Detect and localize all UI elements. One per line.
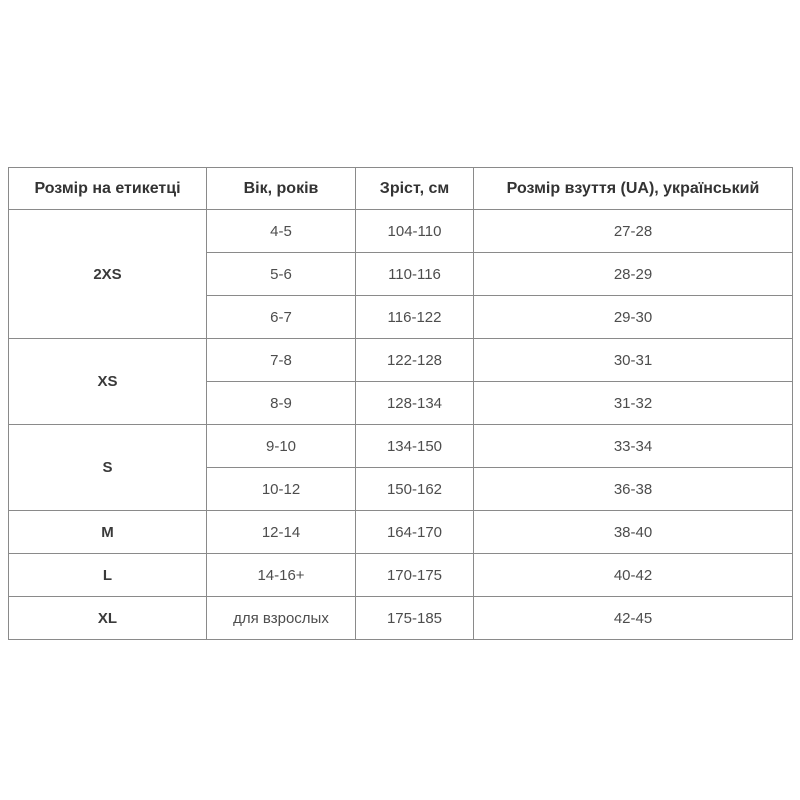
shoe-size-cell: 28-29 xyxy=(473,252,793,296)
shoe-size-cell: 29-30 xyxy=(473,295,793,339)
header-height-cm: Зріст, см xyxy=(355,167,474,210)
table-row: 6-7 116-122 29-30 xyxy=(9,295,793,339)
height-cell: 110-116 xyxy=(355,252,474,296)
height-cell: 134-150 xyxy=(355,424,474,468)
header-age-years: Вік, років xyxy=(206,167,356,210)
age-cell: 8-9 xyxy=(206,381,356,425)
height-cell: 122-128 xyxy=(355,338,474,382)
height-cell: 175-185 xyxy=(355,596,474,640)
age-cell: 4-5 xyxy=(206,209,356,253)
shoe-size-cell: 31-32 xyxy=(473,381,793,425)
age-cell: 10-12 xyxy=(206,467,356,511)
age-cell: 9-10 xyxy=(206,424,356,468)
size-chart-table: Розмір на етикетці Вік, років Зріст, см … xyxy=(8,167,793,640)
table-row: 8-9 128-134 31-32 xyxy=(9,381,793,425)
shoe-size-cell: 40-42 xyxy=(473,553,793,597)
age-cell: для взрослых xyxy=(206,596,356,640)
age-cell: 5-6 xyxy=(206,252,356,296)
table-row: S 9-10 134-150 33-34 xyxy=(8,424,793,511)
height-cell: 150-162 xyxy=(355,467,474,511)
shoe-size-cell: 30-31 xyxy=(473,338,793,382)
size-label-cell: 2XS xyxy=(8,209,207,339)
table-row: 5-6 110-116 28-29 xyxy=(9,252,793,296)
table-header: Розмір на етикетці Вік, років Зріст, см … xyxy=(8,167,793,210)
height-cell: 116-122 xyxy=(355,295,474,339)
size-label-cell: M xyxy=(8,510,207,554)
height-cell: 128-134 xyxy=(355,381,474,425)
table-row: L 14-16+ 170-175 40-42 xyxy=(8,553,793,597)
shoe-size-cell: 33-34 xyxy=(473,424,793,468)
height-cell: 164-170 xyxy=(355,510,474,554)
table-row: XS 7-8 122-128 30-31 xyxy=(8,338,793,425)
table-row: 2XS 4-5 104-110 27-28 xyxy=(8,209,793,339)
table-row: XL для взрослых 175-185 42-45 xyxy=(8,596,793,640)
header-size-on-label: Розмір на етикетці xyxy=(8,167,207,210)
height-cell: 104-110 xyxy=(355,209,474,253)
size-label-cell: L xyxy=(8,553,207,597)
header-row: Розмір на етикетці Вік, років Зріст, см … xyxy=(8,167,793,210)
shoe-size-cell: 42-45 xyxy=(473,596,793,640)
size-label-cell: XS xyxy=(8,338,207,425)
age-cell: 6-7 xyxy=(206,295,356,339)
age-cell: 14-16+ xyxy=(206,553,356,597)
table-body: 2XS 4-5 104-110 27-28 5-6 110-116 28-29 6-7 116-… xyxy=(8,209,793,640)
shoe-size-cell: 36-38 xyxy=(473,467,793,511)
height-cell: 170-175 xyxy=(355,553,474,597)
age-cell: 12-14 xyxy=(206,510,356,554)
age-cell: 7-8 xyxy=(206,338,356,382)
table-row: M 12-14 164-170 38-40 xyxy=(8,510,793,554)
size-label-cell: XL xyxy=(8,596,207,640)
header-shoe-size-ua: Розмір взуття (UA), український xyxy=(473,167,793,210)
table-row: 10-12 150-162 36-38 xyxy=(9,467,793,511)
shoe-size-cell: 38-40 xyxy=(473,510,793,554)
size-label-cell: S xyxy=(8,424,207,511)
shoe-size-cell: 27-28 xyxy=(473,209,793,253)
